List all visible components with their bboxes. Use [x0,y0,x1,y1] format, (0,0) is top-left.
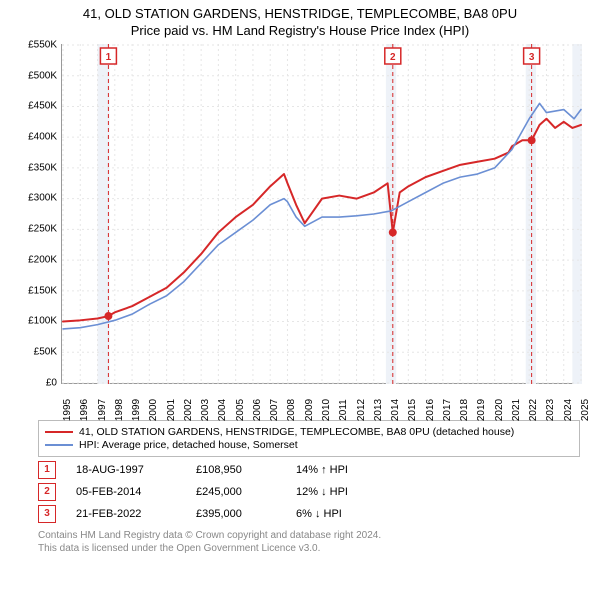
plot-svg: 1 2 3 [62,44,582,384]
chart-container: 41, OLD STATION GARDENS, HENSTRIDGE, TEM… [0,0,600,590]
x-tick-label: 2008 [286,399,297,421]
svg-text:3: 3 [529,52,535,63]
chart-area: £0 £50K £100K £150K £200K £250K £300K £350K £400… [15,44,585,414]
y-tick-label: £50K [34,347,57,358]
x-tick-label: 2024 [563,399,574,421]
x-tick-label: 2005 [235,399,246,421]
svg-text:2: 2 [390,52,396,63]
x-tick-label: 2009 [304,399,315,421]
event-row: 2 05-FEB-2014 £245,000 12% ↓ HPI [38,483,580,501]
y-tick-label: £500K [28,70,57,81]
legend-label-1: 41, OLD STATION GARDENS, HENSTRIDGE, TEM… [79,426,514,438]
x-tick-label: 2022 [528,399,539,421]
y-tick-label: £550K [28,39,57,50]
x-tick-label: 2019 [476,399,487,421]
event-price: £245,000 [196,486,276,498]
x-tick-label: 2011 [338,399,349,421]
plot-area: 1 2 3 [61,44,581,384]
y-tick-label: £400K [28,131,57,142]
x-tick-label: 2015 [407,399,418,421]
x-tick-label: 2016 [425,399,436,421]
x-tick-label: 2018 [459,399,470,421]
x-tick-label: 2020 [494,399,505,421]
x-tick-label: 1999 [131,399,142,421]
event-row: 1 18-AUG-1997 £108,950 14% ↑ HPI [38,461,580,479]
footer-line1: Contains HM Land Registry data © Crown c… [38,529,580,542]
x-axis: 1995199619971998199920002001200220032004… [61,386,581,414]
legend-label-2: HPI: Average price, detached house, Some… [79,439,298,451]
y-axis: £0£50K£100K£150K£200K£250K£300K£350K£400… [15,44,59,384]
svg-text:1: 1 [106,52,112,63]
x-tick-label: 1995 [62,399,73,421]
event-badge: 1 [38,461,56,479]
y-tick-label: £250K [28,224,57,235]
event-date: 05-FEB-2014 [76,486,176,498]
x-tick-label: 2000 [148,399,159,421]
title-line1: 41, OLD STATION GARDENS, HENSTRIDGE, TEM… [10,6,590,23]
x-tick-label: 2004 [217,399,228,421]
chart-title: 41, OLD STATION GARDENS, HENSTRIDGE, TEM… [10,6,590,40]
x-tick-label: 2006 [252,399,263,421]
event-hpi: 6% ↓ HPI [296,508,386,520]
x-tick-label: 2003 [200,399,211,421]
event-hpi: 12% ↓ HPI [296,486,386,498]
y-tick-label: £300K [28,193,57,204]
event-hpi: 14% ↑ HPI [296,464,386,476]
legend-row: HPI: Average price, detached house, Some… [45,439,573,451]
x-tick-label: 1998 [114,399,125,421]
footer-attribution: Contains HM Land Registry data © Crown c… [38,529,580,555]
x-tick-label: 2021 [511,399,522,421]
event-date: 21-FEB-2022 [76,508,176,520]
x-tick-label: 2023 [545,399,556,421]
x-tick-label: 2013 [373,399,384,421]
x-tick-label: 1996 [79,399,90,421]
event-price: £108,950 [196,464,276,476]
event-row: 3 21-FEB-2022 £395,000 6% ↓ HPI [38,505,580,523]
y-tick-label: £0 [46,377,57,388]
y-tick-label: £350K [28,162,57,173]
legend-row: 41, OLD STATION GARDENS, HENSTRIDGE, TEM… [45,426,573,438]
event-badge: 2 [38,483,56,501]
x-tick-label: 2010 [321,399,332,421]
event-date: 18-AUG-1997 [76,464,176,476]
event-badge: 3 [38,505,56,523]
y-tick-label: £150K [28,285,57,296]
title-line2: Price paid vs. HM Land Registry's House … [10,23,590,40]
legend-swatch-2 [45,444,73,446]
x-tick-label: 2002 [183,399,194,421]
footer-line2: This data is licensed under the Open Gov… [38,542,580,555]
legend-box: 41, OLD STATION GARDENS, HENSTRIDGE, TEM… [38,420,580,457]
x-tick-label: 2014 [390,399,401,421]
x-tick-label: 2012 [356,399,367,421]
x-tick-label: 1997 [97,399,108,421]
events-list: 1 18-AUG-1997 £108,950 14% ↑ HPI 2 05-FEB-201… [38,461,580,523]
x-tick-label: 2007 [269,399,280,421]
y-tick-label: £200K [28,254,57,265]
x-tick-label: 2001 [166,399,177,421]
x-tick-label: 2017 [442,399,453,421]
y-tick-label: £100K [28,316,57,327]
event-price: £395,000 [196,508,276,520]
y-tick-label: £450K [28,101,57,112]
x-tick-label: 2025 [580,399,591,421]
legend-swatch-1 [45,431,73,433]
